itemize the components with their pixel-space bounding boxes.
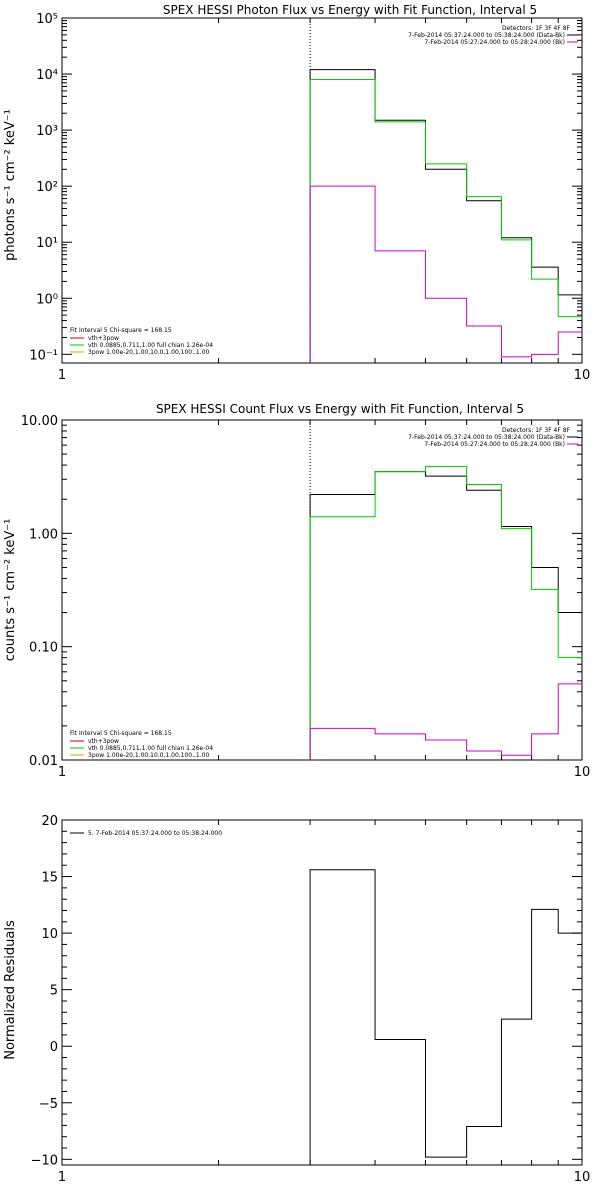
y-tick-label: 15 bbox=[41, 871, 58, 886]
axis-ticks bbox=[62, 819, 582, 1165]
series-group bbox=[309, 465, 582, 760]
y-tick-label: 10³ bbox=[36, 124, 58, 139]
y-tick-label: 5 bbox=[50, 984, 58, 999]
y-tick-label: 0.10 bbox=[29, 641, 58, 656]
series-step-line bbox=[309, 683, 582, 760]
panel-photon-flux: SPEX HESSI Photon Flux vs Energy with Fi… bbox=[3, 3, 590, 383]
legend-vth3pow: vth+3pow bbox=[88, 335, 119, 342]
legend-fit-interval: Fit Interval 5 Chi-square = 168.15 bbox=[70, 327, 172, 334]
y-tick-label: 10⁻¹ bbox=[29, 348, 58, 363]
x-tick-labels: 1 10 bbox=[58, 368, 590, 383]
plot-frame bbox=[61, 419, 583, 761]
y-tick-label: 10 bbox=[41, 927, 58, 942]
legend-detectors: Detectors: 1F 3F 4F 8F bbox=[502, 25, 571, 32]
axis-ticks bbox=[62, 419, 582, 761]
series-step-line bbox=[309, 869, 582, 1165]
y-tick-label: 10² bbox=[36, 180, 58, 195]
y-tick-label: 0 bbox=[50, 1040, 58, 1055]
legend-3pow: 3pow 1.00e-20,1.00,10.0,1.00,100.,1.00 bbox=[88, 349, 209, 356]
y-tick-label: 10⁴ bbox=[36, 68, 58, 83]
y-tick-label: 10⁵ bbox=[36, 12, 58, 27]
x-tick-labels: 1 10 bbox=[58, 1170, 590, 1185]
x-tick-label: 10 bbox=[574, 765, 591, 780]
panel-residuals: Normalized Residuals −10 −5 0 5 10 15 20 1 10 5… bbox=[3, 814, 590, 1185]
y-tick-label: 10⁰ bbox=[36, 292, 58, 307]
legend-detectors: Detectors: 1F 3F 4F 8F bbox=[502, 427, 571, 434]
legend-bk: 7-Feb-2014 05:27:24.000 to 05:28:24.000 … bbox=[424, 39, 565, 46]
y-tick-label: −5 bbox=[39, 1097, 58, 1112]
legend-bk: 7-Feb-2014 05:27:24.000 to 05:28:24.000 … bbox=[424, 441, 565, 448]
legend-vth3pow: vth+3pow bbox=[88, 738, 119, 745]
series-step-line bbox=[309, 185, 582, 363]
series-group bbox=[309, 869, 582, 1165]
x-tick-label: 10 bbox=[574, 1170, 591, 1185]
legend-bottom: Fit Interval 5 Chi-square = 168.15 vth+3… bbox=[70, 730, 213, 759]
y-tick-labels: −10 −5 0 5 10 15 20 bbox=[31, 814, 58, 1168]
series-step-line bbox=[309, 78, 582, 363]
y-axis-title: Normalized Residuals bbox=[3, 920, 18, 1060]
y-tick-label: 20 bbox=[41, 814, 58, 829]
legend-fit-interval: Fit Interval 5 Chi-square = 168.15 bbox=[70, 730, 172, 737]
series-step-line bbox=[309, 69, 582, 363]
x-tick-label: 1 bbox=[58, 368, 66, 383]
y-tick-label: 10¹ bbox=[36, 236, 58, 251]
y-tick-label: 1.00 bbox=[29, 527, 58, 542]
y-axis-title: photons s⁻¹ cm⁻² keV⁻¹ bbox=[3, 109, 18, 261]
x-tick-labels: 1 10 bbox=[58, 765, 590, 780]
y-tick-labels: 0.01 0.10 1.00 10.00 bbox=[21, 414, 58, 769]
x-tick-label: 10 bbox=[574, 368, 591, 383]
chart-title: SPEX HESSI Count Flux vs Energy with Fit… bbox=[156, 402, 524, 416]
panel-count-flux: SPEX HESSI Count Flux vs Energy with Fit… bbox=[3, 402, 590, 780]
plot-frame bbox=[61, 819, 583, 1166]
legend-residual: 5. 7-Feb-2014 05:37:24.000 to 05:38:24.0… bbox=[88, 830, 222, 837]
series-step-line bbox=[309, 465, 582, 760]
plot-frame bbox=[61, 17, 583, 364]
series-group bbox=[309, 69, 582, 363]
legend-3pow: 3pow 1.00e-20,1.00,10.0,1.00,100.,1.00 bbox=[88, 752, 209, 759]
y-tick-labels: 10⁻¹ 10⁰ 10¹ 10² 10³ 10⁴ 10⁵ bbox=[29, 12, 58, 363]
legend-data-bk: 7-Feb-2014 05:37:24.000 to 05:38:24.000 … bbox=[408, 32, 565, 39]
legend-bottom: Fit Interval 5 Chi-square = 168.15 vth+3… bbox=[70, 327, 213, 356]
legend-data-bk: 7-Feb-2014 05:37:24.000 to 05:38:24.000 … bbox=[408, 434, 565, 441]
legend-top: 5. 7-Feb-2014 05:37:24.000 to 05:38:24.0… bbox=[70, 830, 222, 837]
chart-title: SPEX HESSI Photon Flux vs Energy with Fi… bbox=[163, 3, 537, 17]
x-tick-label: 1 bbox=[58, 765, 66, 780]
legend-top: Detectors: 1F 3F 4F 8F 7-Feb-2014 05:37:… bbox=[408, 427, 578, 448]
series-step-line bbox=[309, 471, 582, 760]
legend-vth: vth 0.0885,0.711,1.00 full chian 1.26e-0… bbox=[88, 745, 213, 752]
legend-top: Detectors: 1F 3F 4F 8F 7-Feb-2014 05:37:… bbox=[408, 25, 578, 46]
legend-vth: vth 0.0885,0.711,1.00 full chian 1.26e-0… bbox=[88, 342, 213, 349]
y-axis-title: counts s⁻¹ cm⁻² keV⁻¹ bbox=[3, 519, 18, 662]
y-tick-label: −10 bbox=[31, 1153, 58, 1168]
y-tick-label: 0.01 bbox=[29, 754, 58, 769]
y-tick-label: 10.00 bbox=[21, 414, 58, 429]
x-tick-label: 1 bbox=[58, 1170, 66, 1185]
